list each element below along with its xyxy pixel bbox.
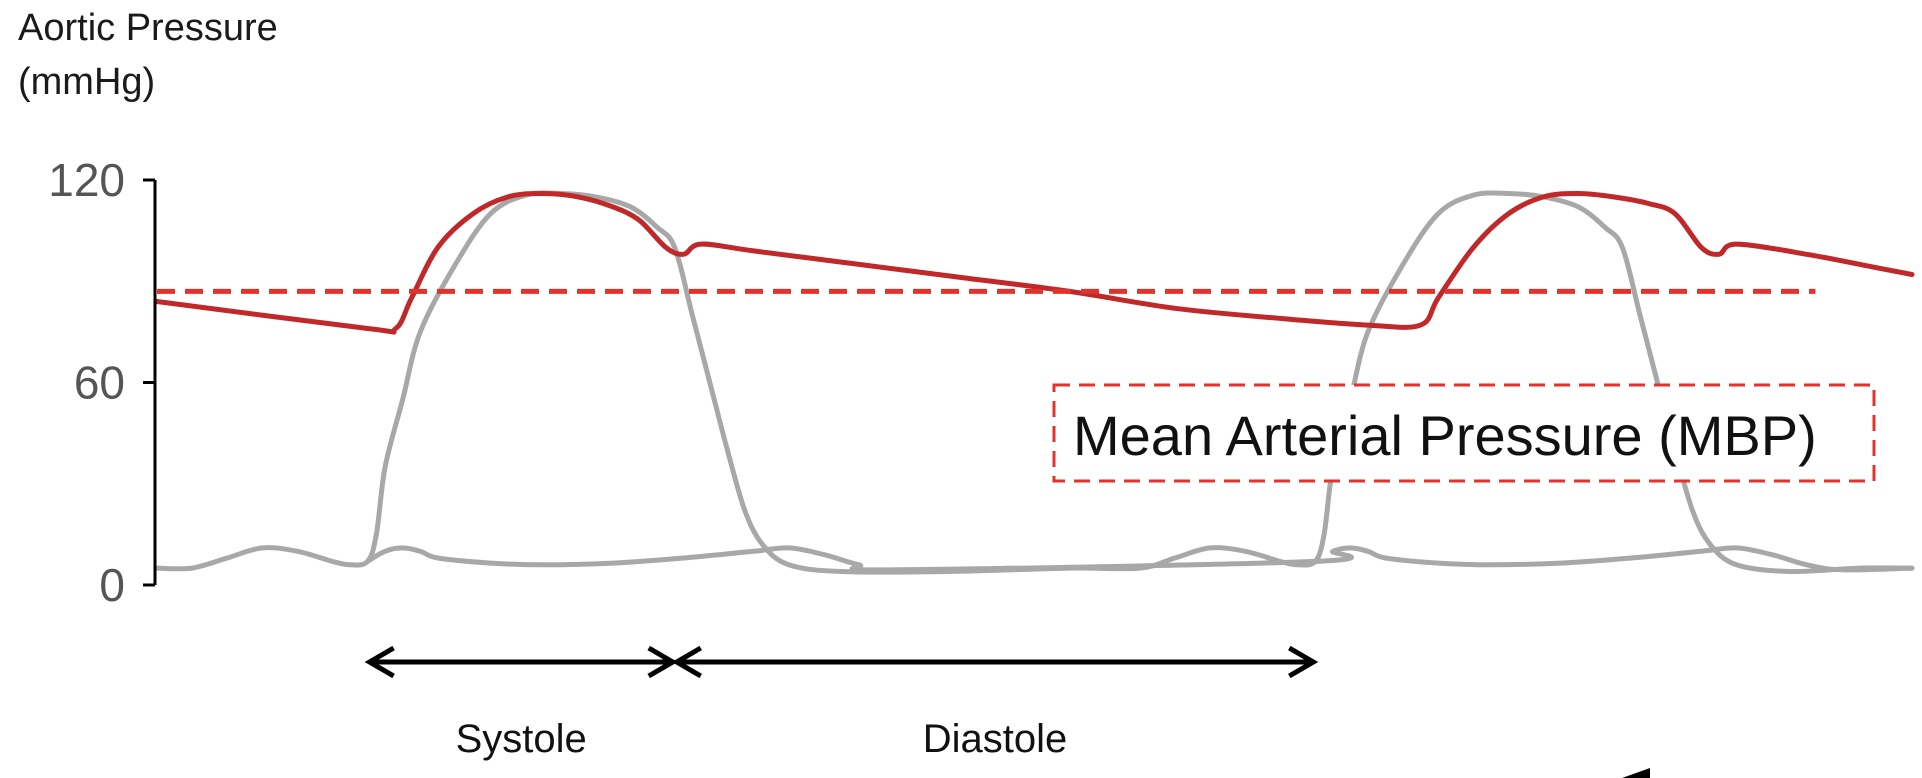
arrowhead-right (1288, 645, 1319, 679)
y-axis-title-line-1: Aortic Pressure (18, 7, 278, 49)
ventricular-pressure-line (154, 190, 1915, 575)
partial-arrowhead (1622, 768, 1650, 778)
arrowhead-left (364, 645, 395, 679)
y-axis-ticks: 120 60 0 (48, 154, 155, 611)
arrowhead-left (671, 645, 702, 679)
phase-arrow-diastole: Diastole (671, 645, 1319, 761)
phase-arrows: Systole Diastole (364, 645, 1319, 761)
aortic-pressure-line (154, 191, 1915, 335)
ventricular-baseline-line (365, 545, 1915, 573)
y-axis-title-line-2: (mmHg) (18, 61, 155, 103)
phase-label-systole: Systole (456, 717, 587, 761)
y-tick-label: 0 (99, 559, 125, 611)
y-tick-label: 60 (74, 357, 125, 409)
phase-label-diastole: Diastole (923, 717, 1068, 761)
series-layer (154, 190, 1915, 575)
y-tick-label: 120 (48, 154, 125, 206)
phase-arrow-systole: Systole (364, 645, 678, 761)
mean-pressure-label-box (1052, 383, 1876, 483)
mean-pressure-label: Mean Arterial Pressure (MBP) (1073, 404, 1817, 467)
